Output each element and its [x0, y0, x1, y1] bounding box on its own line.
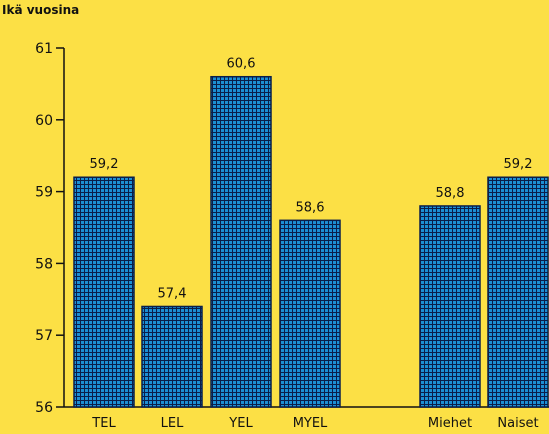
data-label: 57,4 [158, 286, 187, 301]
bars [73, 75, 549, 408]
bar-naiset [487, 176, 549, 408]
category-label: Miehet [428, 416, 472, 431]
bar-yel [210, 75, 272, 408]
category-label: YEL [228, 416, 253, 431]
y-tick-label: 59 [35, 185, 53, 201]
category-label: TEL [91, 416, 116, 431]
data-label: 58,6 [296, 200, 325, 215]
data-label: 59,2 [504, 157, 533, 172]
labels: 59,2 TEL 57,4 LEL 60,6 YEL 58,6 MYEL 58,8 Miehet 5… [90, 57, 539, 431]
data-label: 58,8 [436, 186, 465, 201]
category-label: MYEL [293, 416, 328, 431]
bar-lel [141, 305, 203, 408]
bar-tel [73, 176, 135, 408]
y-tick-label: 60 [35, 113, 53, 129]
y-tick-label: 57 [35, 328, 53, 344]
y-tick-label: 58 [35, 256, 53, 272]
y-tick-label: 61 [35, 41, 53, 57]
bar-miehet [419, 205, 481, 408]
category-label: LEL [161, 416, 184, 431]
bar-myel [279, 219, 341, 408]
data-label: 60,6 [227, 57, 256, 72]
y-axis-label: Ikä vuosina [2, 3, 79, 17]
y-tick-label: 56 [35, 400, 53, 416]
data-label: 59,2 [90, 157, 119, 172]
category-label: Naiset [497, 416, 538, 431]
